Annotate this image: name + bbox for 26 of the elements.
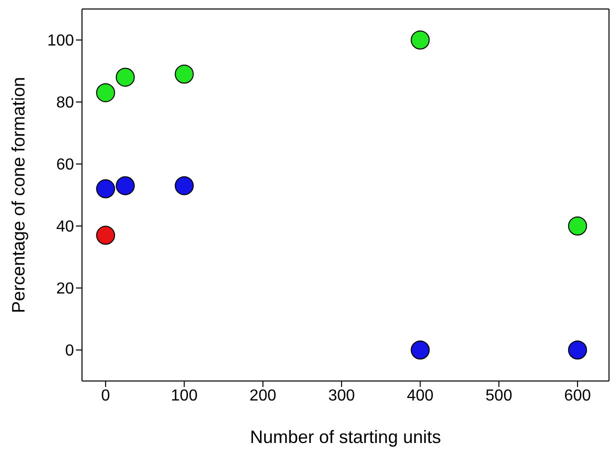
point	[96, 226, 116, 245]
point	[568, 216, 588, 236]
x-tick-label: 400	[406, 387, 434, 404]
x-tick-label: 500	[486, 387, 512, 404]
x-tick-label: 100	[170, 387, 198, 404]
point	[96, 179, 116, 198]
y-tick-label: 0	[65, 342, 74, 360]
x-tick-label: 600	[564, 387, 591, 404]
x-tick-label: 200	[250, 387, 276, 404]
point	[174, 176, 194, 196]
x-tick-label: 300	[328, 387, 356, 404]
x-axis-title: Number of starting units	[250, 427, 442, 447]
point	[568, 340, 588, 360]
x-tick-label: 0	[101, 387, 110, 404]
y-axis-title: Percentage of cone formation	[8, 76, 28, 314]
y-tick-label: 80	[56, 94, 74, 112]
point	[96, 83, 116, 102]
point	[174, 64, 194, 84]
y-tick-label: 20	[56, 280, 74, 298]
y-tick-label: 60	[56, 156, 74, 174]
point	[116, 176, 135, 196]
y-tick-label: 100	[47, 32, 74, 50]
point	[116, 68, 135, 87]
point	[410, 340, 430, 360]
point	[410, 30, 430, 50]
y-tick-label: 40	[56, 218, 74, 236]
